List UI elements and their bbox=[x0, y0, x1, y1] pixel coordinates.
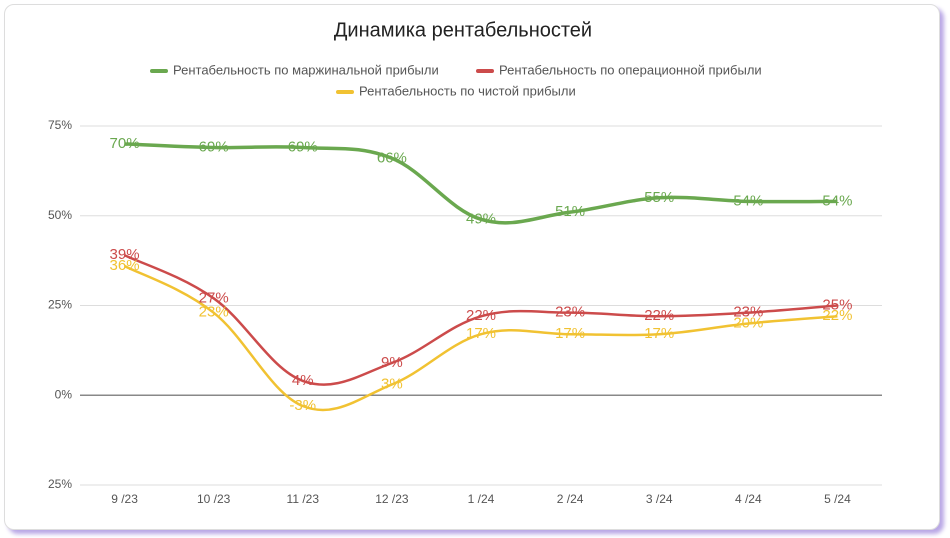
data-label: 70% bbox=[110, 135, 140, 152]
series-line bbox=[123, 264, 838, 412]
data-label: 17% bbox=[466, 325, 496, 342]
series-line bbox=[124, 142, 838, 225]
data-label: 66% bbox=[377, 149, 407, 166]
series-line bbox=[124, 254, 838, 386]
x-tick-label: 4 /24 bbox=[735, 492, 762, 506]
x-tick-label: 12 /23 bbox=[375, 492, 409, 506]
data-label: 69% bbox=[199, 139, 229, 156]
data-label: 22% bbox=[644, 307, 674, 324]
legend-label: Рентабельность по маржинальной прибыли bbox=[173, 62, 439, 77]
card bbox=[4, 4, 940, 530]
data-label: 17% bbox=[555, 325, 585, 342]
data-label: 23% bbox=[199, 304, 229, 321]
data-label: 49% bbox=[466, 210, 496, 227]
x-tick-label: 9 /23 bbox=[111, 492, 138, 506]
chart-title: Динамика рентабельностей bbox=[334, 19, 592, 41]
data-label: 25% bbox=[822, 296, 852, 313]
x-tick-label: 5 /24 bbox=[824, 492, 851, 506]
y-tick-label: 0% bbox=[55, 387, 73, 401]
data-label: 22% bbox=[822, 307, 852, 324]
data-label: 51% bbox=[555, 203, 585, 220]
data-label: 20% bbox=[733, 314, 763, 331]
data-label: 55% bbox=[644, 189, 674, 206]
y-tick-label: 50% bbox=[48, 208, 72, 222]
x-tick-label: 2 /24 bbox=[557, 492, 584, 506]
data-label: 23% bbox=[555, 304, 585, 321]
y-tick-label: 25% bbox=[48, 477, 72, 491]
data-label: 39% bbox=[110, 246, 140, 263]
data-label: 23% bbox=[733, 304, 763, 321]
data-label: 17% bbox=[644, 325, 674, 342]
data-label: 4% bbox=[292, 372, 314, 389]
data-label: 36% bbox=[110, 257, 140, 274]
data-label: -3% bbox=[289, 397, 316, 414]
data-label: 54% bbox=[733, 192, 763, 209]
data-label: 9% bbox=[381, 354, 403, 371]
y-tick-label: 75% bbox=[48, 118, 72, 132]
x-tick-label: 3 /24 bbox=[646, 492, 673, 506]
data-label: 22% bbox=[466, 307, 496, 324]
x-tick-label: 1 /24 bbox=[468, 492, 495, 506]
x-tick-label: 10 /23 bbox=[197, 492, 231, 506]
x-tick-label: 11 /23 bbox=[287, 492, 320, 506]
data-label: 69% bbox=[288, 139, 318, 156]
data-label: 54% bbox=[822, 192, 852, 209]
y-tick-label: 25% bbox=[48, 298, 72, 312]
data-label: 27% bbox=[199, 289, 229, 306]
legend-label: Рентабельность по чистой прибыли bbox=[359, 83, 576, 98]
legend-label: Рентабельность по операционной прибыли bbox=[499, 62, 762, 77]
data-label: 3% bbox=[381, 375, 403, 392]
